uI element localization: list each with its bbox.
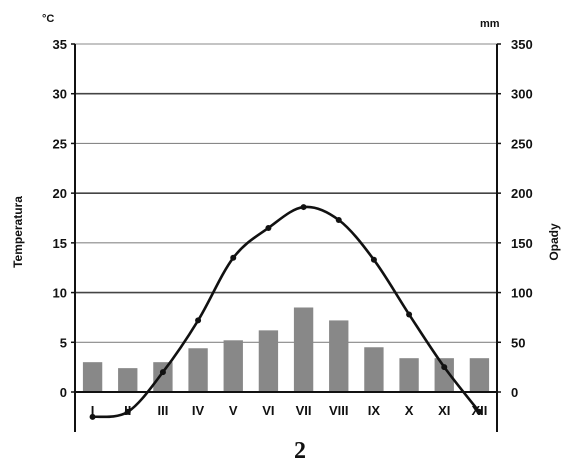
temperature-point [441, 364, 448, 371]
month-label: XII [471, 403, 487, 418]
precipitation-bar [223, 340, 243, 392]
month-label: VI [262, 403, 274, 418]
left-axis-unit: °C [42, 13, 54, 25]
precipitation-bar [153, 362, 173, 392]
precipitation-bar [82, 362, 103, 392]
right-tick-label: 300 [511, 87, 533, 102]
temperature-point [406, 311, 413, 318]
left-tick-label: 20 [53, 186, 67, 201]
left-axis-title: Temperatura [11, 196, 25, 268]
right-axis-unit: mm [480, 18, 500, 30]
precipitation-bar [364, 347, 384, 392]
month-label: V [229, 403, 238, 418]
precipitation-bar [188, 348, 208, 392]
precipitation-bar [399, 358, 419, 392]
right-tick-label: 250 [511, 136, 533, 151]
temperature-point [195, 317, 202, 324]
left-tick-label: 0 [60, 385, 67, 400]
month-label: X [405, 403, 414, 418]
month-label: IX [368, 403, 381, 418]
month-label: IV [192, 403, 205, 418]
right-axis-title: Opady [547, 223, 561, 261]
month-label: XI [438, 403, 450, 418]
precipitation-bar [469, 358, 490, 392]
left-tick-label: 35 [53, 37, 67, 52]
right-tick-label: 0 [511, 385, 518, 400]
right-tick-label: 350 [511, 37, 533, 52]
right-tick-label: 150 [511, 236, 533, 251]
right-tick-label: 200 [511, 186, 533, 201]
temperature-point [89, 413, 96, 420]
precipitation-bar [434, 358, 454, 392]
right-tick-label: 50 [511, 335, 525, 350]
temperature-line [89, 204, 483, 420]
temperature-point [476, 408, 483, 415]
axes [71, 43, 501, 432]
left-tick-label: 15 [53, 236, 67, 251]
right-tick-label: 100 [511, 286, 533, 301]
left-tick-label: 10 [53, 286, 67, 301]
month-label: VIII [329, 403, 349, 418]
temperature-point [159, 369, 166, 376]
precipitation-bar [329, 320, 349, 392]
temperature-point [265, 224, 272, 231]
temperature-point [370, 256, 377, 263]
left-tick-label: 5 [60, 335, 67, 350]
temperature-curve [92, 205, 481, 419]
month-label: VII [296, 403, 312, 418]
temperature-point [230, 254, 237, 261]
precipitation-bar [258, 330, 279, 392]
left-tick-label: 30 [53, 87, 67, 102]
month-label: I [91, 403, 95, 418]
month-label: II [124, 403, 131, 418]
month-label: III [157, 403, 168, 418]
left-tick-label: 25 [53, 136, 67, 151]
temperature-point [300, 204, 307, 211]
figure-caption: 2 [294, 438, 306, 464]
gridlines [75, 43, 497, 343]
precipitation-bar [293, 307, 314, 392]
precipitation-bar [118, 368, 138, 392]
precipitation-bars [82, 307, 490, 392]
temperature-point [335, 216, 342, 223]
temperature-point [124, 408, 131, 415]
